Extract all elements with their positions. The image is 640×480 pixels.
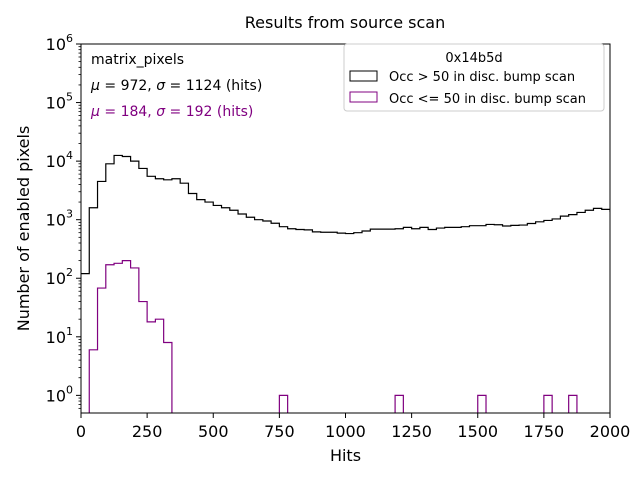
- x-tick-label: 1750: [524, 422, 565, 441]
- legend: 0x14b5d Occ > 50 in disc. bump scan Occ …: [344, 44, 604, 111]
- stats-purple-annotation: μ = 184, σ = 192 (hits): [90, 104, 253, 120]
- x-tick-label: 1500: [457, 422, 498, 441]
- stats-black-annotation: μ = 972, σ = 1124 (hits): [90, 78, 262, 94]
- x-tick-label: 1000: [325, 422, 366, 441]
- x-tick-label: 750: [264, 422, 295, 441]
- x-tick-label: 0: [76, 422, 86, 441]
- chart-title: Results from source scan: [245, 13, 445, 32]
- x-tick-label: 250: [132, 422, 163, 441]
- dataset-label: matrix_pixels: [91, 52, 184, 68]
- y-axis-label: Number of enabled pixels: [14, 126, 33, 332]
- x-tick-label: 500: [198, 422, 229, 441]
- x-axis-label: Hits: [330, 446, 361, 465]
- x-tick-label: 2000: [590, 422, 631, 441]
- histogram-chart: Results from source scan 100101102103104…: [0, 0, 640, 480]
- legend-title: 0x14b5d: [445, 51, 502, 66]
- legend-label-purple: Occ <= 50 in disc. bump scan: [389, 92, 586, 107]
- x-tick-label: 1250: [391, 422, 432, 441]
- legend-label-black: Occ > 50 in disc. bump scan: [389, 70, 575, 85]
